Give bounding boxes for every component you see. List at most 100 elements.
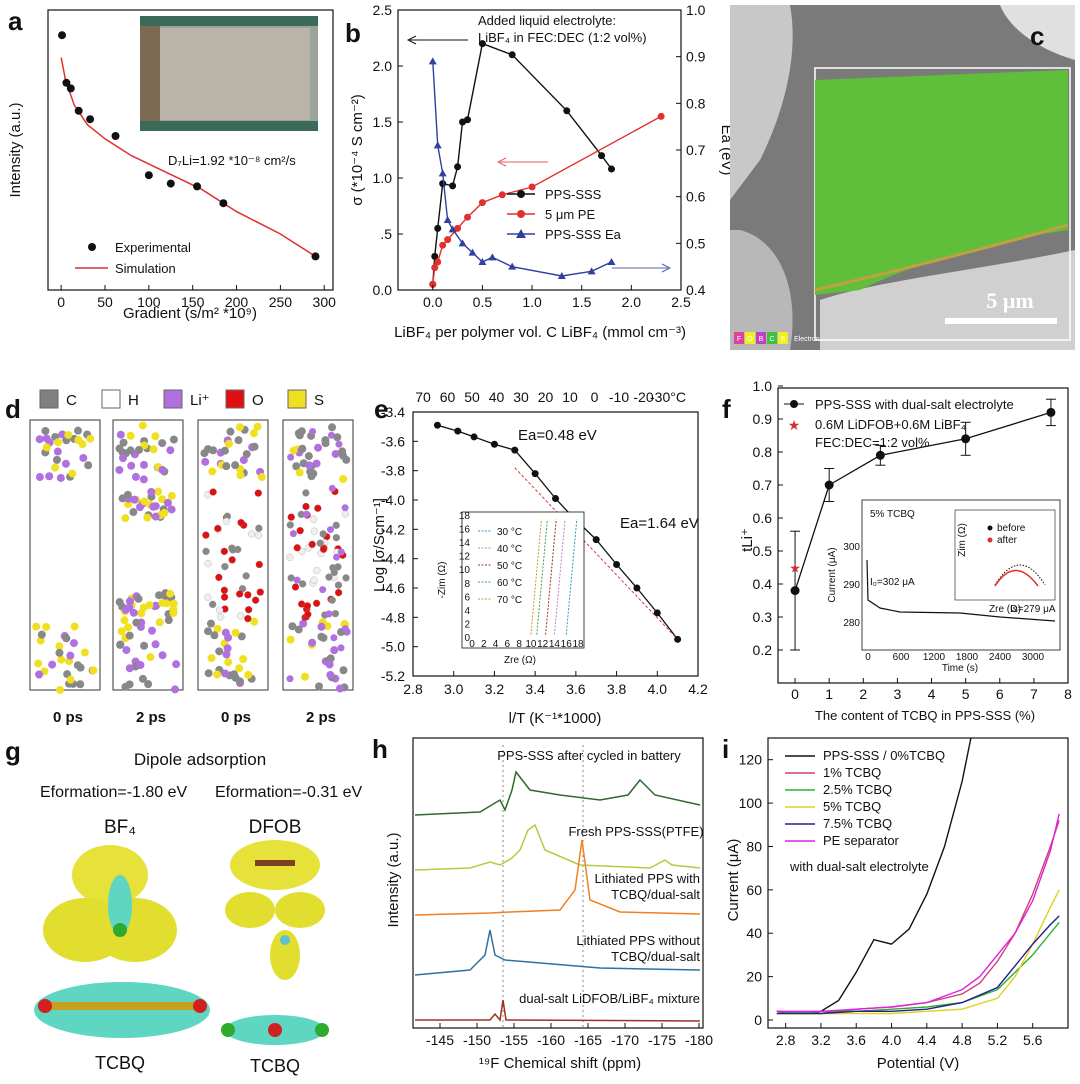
inset-x-tick-f: 3000 <box>1022 652 1045 663</box>
y-tick-label-i: 120 <box>739 752 763 768</box>
atom <box>286 675 294 683</box>
y-axis-label-e: Log [σ/Scm⁻¹] <box>371 498 388 592</box>
atom <box>158 495 167 504</box>
legend-label-i: PE separator <box>823 833 900 848</box>
atom <box>207 654 216 663</box>
atom <box>328 423 337 432</box>
atom <box>213 670 222 679</box>
edx-chip <box>778 332 788 344</box>
data-point-e <box>633 584 641 592</box>
y-tick-label-b: .5 <box>380 226 392 242</box>
atom <box>235 423 244 432</box>
atom <box>73 661 82 670</box>
atom <box>169 599 178 608</box>
x-tick-label-b: 1.5 <box>572 294 592 310</box>
atom <box>127 461 136 470</box>
atom <box>35 670 44 679</box>
x-tick-label-i: 3.6 <box>847 1032 867 1048</box>
data-point-e <box>470 433 478 441</box>
y2-tick-label-b: 0.5 <box>686 235 706 251</box>
data-point-b <box>429 280 437 288</box>
atom <box>220 547 228 555</box>
atom <box>66 675 75 684</box>
atom <box>236 612 245 620</box>
inset-x-tick-label: 8 <box>516 639 522 650</box>
legend-marker-ea <box>516 229 526 238</box>
atom <box>224 439 233 448</box>
atom <box>328 596 336 604</box>
scalebar-label: 5 μm <box>986 288 1033 313</box>
atom <box>250 442 259 451</box>
atom <box>164 616 173 625</box>
atom <box>55 648 64 657</box>
atom <box>332 533 340 542</box>
data-point-b <box>478 199 486 207</box>
atom <box>334 588 343 597</box>
atom <box>228 556 236 564</box>
diffusion-coefficient-label: D₇Li=1.92 *10⁻⁸ cm²/s <box>168 153 296 168</box>
data-point-e <box>613 561 621 569</box>
nmr-spectrum <box>415 999 701 1022</box>
atom <box>56 685 65 694</box>
edx-chip <box>734 332 744 344</box>
substrate-label-2: TCBQ <box>250 1056 300 1076</box>
atom <box>244 614 252 623</box>
y-tick-label-e: -5.0 <box>381 639 405 655</box>
data-point-b <box>439 180 447 188</box>
data-point-ea <box>468 248 477 256</box>
atom <box>330 634 338 642</box>
panel-letter-b: b <box>345 18 361 48</box>
data-point-e <box>653 609 661 617</box>
atom <box>209 600 217 609</box>
atom <box>69 639 78 648</box>
atom <box>204 669 213 678</box>
inset-x-label: Zre (Ω) <box>504 655 536 666</box>
lsv-curve <box>776 921 1060 1015</box>
series-b <box>428 40 665 288</box>
legend-label-pps-dual: PPS-SSS with dual-salt electrolyte <box>815 397 1014 412</box>
atom <box>51 463 60 472</box>
x-tick-label-f: 6 <box>996 686 1004 702</box>
inset-legend-label: 30 °C <box>497 527 522 538</box>
atom <box>244 670 253 679</box>
legend-label-i: 2.5% TCBQ <box>823 782 892 797</box>
data-point-b <box>434 224 442 232</box>
atom <box>204 560 212 568</box>
atom <box>308 540 316 549</box>
substrate-label-1: TCBQ <box>95 1053 145 1073</box>
electrolyte-note-2: LiBF₄ in FEC:DEC (1:2 vol%) <box>478 30 647 45</box>
panel-h: h PPS-SSS after cycled in battery Fresh P… <box>372 734 713 1072</box>
legend-label-ea: PPS-SSS Ea <box>545 227 622 242</box>
top-tick-label-e: 20 <box>538 389 554 405</box>
y2-tick-label-b: 0.4 <box>686 282 706 298</box>
atom <box>286 635 295 644</box>
edx-chip-label: S <box>781 336 786 343</box>
atom <box>166 446 175 455</box>
inset-y-tick-label: 14 <box>459 538 471 549</box>
x-tick-label-e: 3.6 <box>566 681 586 697</box>
ticks-e: 2.8 3.0 3.2 3.4 3.6 3.8 4.0 4.2 -3.4 -3.6 -3.8 -4.0… <box>381 404 708 697</box>
atom <box>339 666 348 675</box>
data-point-b <box>434 258 442 266</box>
inset-y-tick-f: 290 <box>843 580 860 591</box>
atom <box>64 430 73 439</box>
data-point-b <box>498 191 506 199</box>
data-point-experimental <box>86 115 95 124</box>
atom <box>204 593 212 601</box>
data-point-ea <box>458 239 467 247</box>
md-box <box>197 419 269 691</box>
atom <box>325 610 333 618</box>
atom <box>334 563 342 571</box>
panel-letter-g: g <box>5 736 21 766</box>
atom <box>34 659 43 668</box>
panel-letter-e: e <box>374 394 388 424</box>
atom <box>242 450 251 459</box>
atom <box>121 514 130 523</box>
atom-label: C <box>66 392 77 409</box>
atom <box>293 576 301 584</box>
atom <box>335 440 343 448</box>
y-tick-label-e: -4.0 <box>381 492 405 508</box>
atom <box>231 461 240 470</box>
atom-label: O <box>252 392 264 409</box>
y2-tick-label-b: 0.7 <box>686 142 706 158</box>
